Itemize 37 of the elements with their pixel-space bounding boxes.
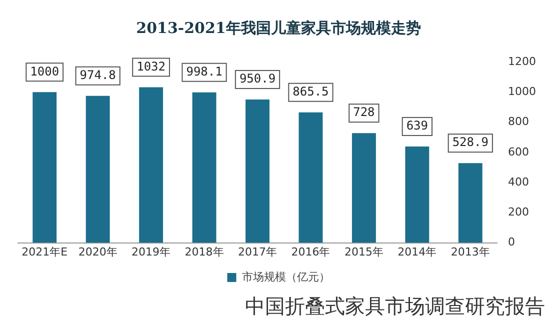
bar xyxy=(32,92,57,243)
bar xyxy=(86,96,110,243)
y-tick-label: 600 xyxy=(508,145,530,158)
data-label: 974.8 xyxy=(80,68,116,82)
y-tick-label: 400 xyxy=(508,175,530,188)
data-label: 728 xyxy=(353,105,375,120)
text: 中国折叠式家具市场调查研究报告 xyxy=(244,293,545,319)
y-tick-label: 1000 xyxy=(508,84,536,98)
data-label: 865.5 xyxy=(292,84,329,99)
data-label: 950.9 xyxy=(239,72,276,86)
x-tick-label: 2014年 xyxy=(398,245,437,258)
legend-label: 市场规模（亿元） xyxy=(242,270,330,284)
bar xyxy=(246,100,270,243)
y-tick-label: 0 xyxy=(508,236,516,249)
bar xyxy=(298,112,323,243)
y-tick-label: 200 xyxy=(508,206,530,219)
x-tick-label: 2020年 xyxy=(78,245,118,258)
chart-title: 2013-2021年我国儿童家具市场规模走势 xyxy=(136,18,421,37)
bar xyxy=(352,133,376,243)
y-tick-label: 800 xyxy=(508,115,530,128)
x-tick-label: 2017年 xyxy=(238,245,278,258)
x-tick-label: 2021年E xyxy=(22,245,68,258)
y-tick-label: 1200 xyxy=(508,54,536,68)
data-label: 639 xyxy=(406,118,428,133)
data-label: 528.9 xyxy=(452,135,488,150)
x-tick-label: 2016年 xyxy=(291,245,330,258)
data-label: 1000 xyxy=(30,64,60,78)
bar xyxy=(458,163,482,243)
data-label: 1032 xyxy=(136,59,166,74)
bar xyxy=(139,87,164,243)
x-tick-label: 2013年 xyxy=(450,245,490,258)
data-label: 998.1 xyxy=(186,64,222,79)
x-tick-label: 2019年 xyxy=(132,245,171,258)
bar xyxy=(405,146,430,243)
x-tick-label: 2015年 xyxy=(344,245,384,258)
x-tick-label: 2018年 xyxy=(184,245,224,258)
bar xyxy=(192,92,216,243)
